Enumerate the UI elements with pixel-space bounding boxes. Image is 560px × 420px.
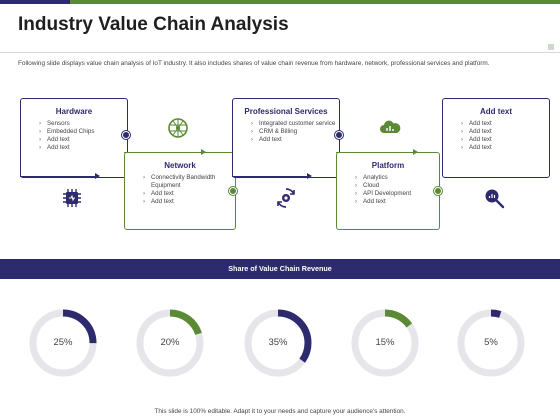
list-item: Add text xyxy=(461,128,549,136)
professional-to-platform-arrow xyxy=(232,173,312,179)
add-text-card: Add text Add text Add text Add text Add … xyxy=(442,98,550,178)
revenue-donut: 35% xyxy=(242,307,314,379)
top-accent-bar xyxy=(0,0,560,4)
list-item: Connectivity Bandwidth Equipment xyxy=(143,174,235,190)
platform-list: Analytics Cloud API Development Add text xyxy=(337,174,439,206)
hardware-to-network-arrow xyxy=(20,173,100,179)
donut-value-arc xyxy=(351,309,419,377)
list-item: Add text xyxy=(39,144,127,152)
gear-cycle-icon xyxy=(277,188,295,208)
revenue-heading: Share of Value Chain Revenue xyxy=(228,264,332,273)
list-item: Add text xyxy=(355,198,439,206)
platform-connector-dot xyxy=(434,187,442,195)
hardware-connector-dot xyxy=(122,131,130,139)
professional-services-heading: Professional Services xyxy=(244,107,328,116)
network-heading: Network xyxy=(164,161,196,170)
list-item: Integrated customer service xyxy=(251,120,339,128)
donut-value-arc xyxy=(457,309,525,377)
slide-title: Industry Value Chain Analysis xyxy=(18,14,289,35)
revenue-donut: 20% xyxy=(134,307,206,379)
platform-card: Platform Analytics Cloud API Development… xyxy=(336,152,440,230)
chip-icon xyxy=(63,189,81,207)
revenue-donut: 25% xyxy=(27,307,99,379)
revenue-donut: 5% xyxy=(455,307,527,379)
list-item: Add text xyxy=(251,136,339,144)
donut-chart xyxy=(29,309,97,377)
list-item: Add text xyxy=(461,120,549,128)
add-text-list: Add text Add text Add text Add text xyxy=(443,120,549,152)
add-text-heading: Add text xyxy=(480,107,512,116)
platform-top-arrow xyxy=(336,149,418,155)
list-item: Add text xyxy=(39,136,127,144)
network-top-arrow xyxy=(124,149,206,155)
list-item: Add text xyxy=(143,190,235,198)
donut-value-arc xyxy=(136,309,204,377)
list-item: Sensors xyxy=(39,120,127,128)
list-item: Embedded Chips xyxy=(39,128,127,136)
donut-percentage: 5% xyxy=(484,337,498,348)
donut-chart xyxy=(136,309,204,377)
list-item: Cloud xyxy=(355,182,439,190)
network-globe-icon xyxy=(168,118,188,138)
list-item: Add text xyxy=(461,144,549,152)
platform-heading: Platform xyxy=(371,161,405,170)
cloud-chart-icon xyxy=(380,120,401,133)
list-item: Analytics xyxy=(355,174,439,182)
list-item: Add text xyxy=(143,198,235,206)
donut-percentage: 20% xyxy=(160,337,180,348)
donut-chart xyxy=(457,309,525,377)
title-divider xyxy=(0,52,560,53)
network-connector-dot xyxy=(229,187,237,195)
hardware-card: Hardware Sensors Embedded Chips Add text… xyxy=(20,98,128,178)
donut-percentage: 15% xyxy=(375,337,395,348)
professional-services-list: Integrated customer service CRM & Billin… xyxy=(233,120,339,144)
donut-value-arc xyxy=(29,309,97,377)
revenue-donut: 15% xyxy=(349,307,421,379)
donut-percentage: 25% xyxy=(53,337,73,348)
slide-footer: This slide is 100% editable. Adapt it to… xyxy=(154,408,406,415)
professional-services-card: Professional Services Integrated custome… xyxy=(232,98,340,178)
donut-chart xyxy=(351,309,419,377)
list-item: Add text xyxy=(461,136,549,144)
hardware-heading: Hardware xyxy=(55,107,93,116)
hardware-list: Sensors Embedded Chips Add text Add text xyxy=(21,120,127,152)
network-card: Network Connectivity Bandwidth Equipment… xyxy=(124,152,236,230)
corner-mark xyxy=(548,44,554,50)
network-list: Connectivity Bandwidth Equipment Add tex… xyxy=(125,174,235,206)
revenue-section-header: Share of Value Chain Revenue xyxy=(0,259,560,279)
list-item: CRM & Billing xyxy=(251,128,339,136)
magnify-chart-icon xyxy=(485,189,505,209)
donut-value-arc xyxy=(244,309,312,377)
professional-services-connector-dot xyxy=(335,131,343,139)
donut-chart xyxy=(244,309,312,377)
donut-percentage: 35% xyxy=(268,337,288,348)
slide-description: Following slide displays value chain ana… xyxy=(18,60,490,67)
list-item: API Development xyxy=(355,190,439,198)
